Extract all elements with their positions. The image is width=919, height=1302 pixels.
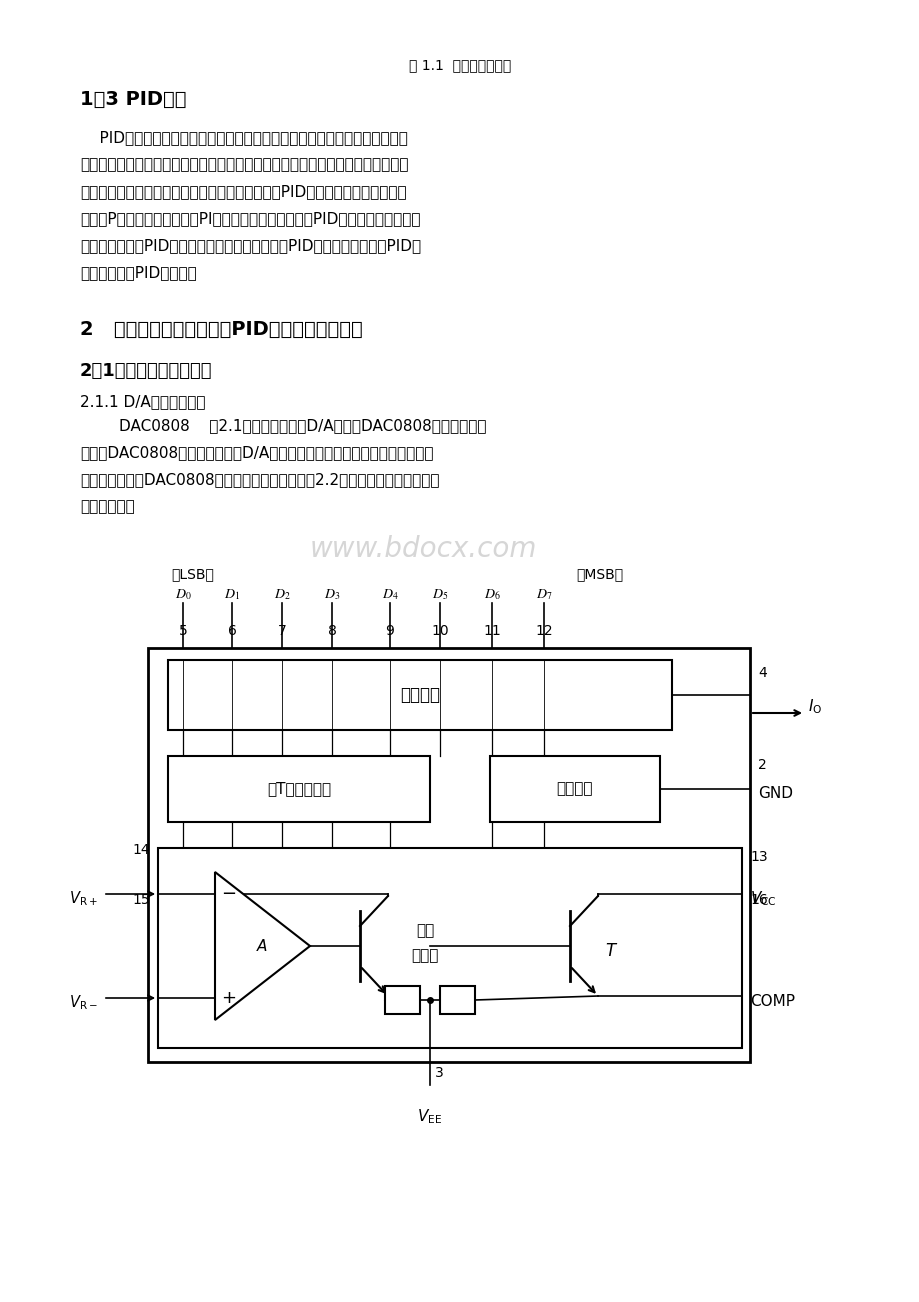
Text: 根据被控对象的特性和控制要求，可以灵活地改变PID的结构，常用的结构有：: 根据被控对象的特性和控制要求，可以灵活地改变PID的结构，常用的结构有：	[80, 184, 406, 199]
Text: 7: 7	[278, 624, 286, 638]
Text: 制性能，可以对PID算法进行改进，比如积分分离PID算法、不完全微分PID算: 制性能，可以对PID算法进行改进，比如积分分离PID算法、不完全微分PID算	[80, 238, 421, 253]
Text: 偏置电路: 偏置电路	[556, 781, 593, 797]
Text: $D_0$: $D_0$	[175, 587, 191, 602]
Text: $V_\mathrm{CC}$: $V_\mathrm{CC}$	[749, 889, 776, 909]
Text: 电流用的电阻。DAC0808构成的典型应用电路如图2.2所示。在此控制系统中用: 电流用的电阻。DAC0808构成的典型应用电路如图2.2所示。在此控制系统中用	[80, 473, 439, 487]
Text: $V_\mathrm{EE}$: $V_\mathrm{EE}$	[417, 1107, 442, 1126]
Text: 比例（P）调节、比例积分（PI）调节、比例积分微分（PID）调节。为了提高控: 比例（P）调节、比例积分（PI）调节、比例积分微分（PID）调节。为了提高控	[80, 211, 420, 227]
Text: $D_2$: $D_2$	[273, 587, 290, 602]
Text: $\it{T}$: $\it{T}$	[605, 943, 618, 960]
Text: $D_5$: $D_5$	[431, 587, 448, 602]
Text: $V_\mathrm{R-}$: $V_\mathrm{R-}$	[69, 993, 98, 1013]
Text: PID控制是自动控制中最基本的控制方式，其实质是根据输入的偏差值，按: PID控制是自动控制中最基本的控制方式，其实质是根据输入的偏差值，按	[80, 130, 407, 145]
Text: 法、变速积分PID算法等。: 法、变速积分PID算法等。	[80, 266, 197, 280]
Text: 2．1输入、输出通道扩展: 2．1输入、输出通道扩展	[80, 362, 212, 380]
Text: （LSB）: （LSB）	[171, 566, 214, 581]
Text: $D_3$: $D_3$	[323, 587, 340, 602]
Text: 电流源: 电流源	[411, 948, 438, 963]
Bar	[148, 648, 749, 1062]
Text: 模拟开关: 模拟开关	[400, 686, 439, 704]
Text: 2   硬件电路和控制算法（PID控制器）仿真设计: 2 硬件电路和控制算法（PID控制器）仿真设计	[80, 320, 362, 339]
Bar	[158, 848, 742, 1048]
Text: GND: GND	[757, 786, 792, 802]
Text: www.bdocx.com: www.bdocx.com	[310, 535, 537, 562]
Text: 比例、积分、微分的函数关系进行运算，运算结果用于控制输出。在实际应用中，: 比例、积分、微分的函数关系进行运算，运算结果用于控制输出。在实际应用中，	[80, 158, 408, 172]
Text: 10: 10	[431, 624, 448, 638]
Bar	[490, 756, 659, 822]
Text: 基准: 基准	[415, 923, 434, 939]
Text: 图 1.1  控制系统原理图: 图 1.1 控制系统原理图	[408, 59, 511, 72]
Text: 4: 4	[757, 667, 766, 680]
Text: +: +	[221, 990, 236, 1006]
Text: 2: 2	[757, 758, 766, 772]
Bar	[384, 986, 420, 1014]
Bar	[168, 660, 671, 730]
Text: 9: 9	[385, 624, 394, 638]
Text: 6: 6	[227, 624, 236, 638]
Text: 图。用DAC0808这类器件构成的D/A转换器，需要外接运算放大器和产生基准: 图。用DAC0808这类器件构成的D/A转换器，需要外接运算放大器和产生基准	[80, 445, 433, 460]
Text: $D_4$: $D_4$	[381, 587, 398, 602]
Text: $D_1$: $D_1$	[223, 587, 240, 602]
Text: 2.1.1 D/A转换器的选择: 2.1.1 D/A转换器的选择	[80, 395, 205, 409]
Text: 16: 16	[749, 893, 767, 907]
Text: $D_7$: $D_7$	[535, 587, 551, 602]
Text: 15: 15	[132, 893, 150, 907]
Text: 13: 13	[749, 850, 766, 865]
Text: 12: 12	[535, 624, 552, 638]
Text: 于输入电路。: 于输入电路。	[80, 499, 134, 514]
Text: 8: 8	[327, 624, 336, 638]
Text: 5: 5	[178, 624, 187, 638]
Text: 11: 11	[482, 624, 500, 638]
Bar	[168, 756, 429, 822]
Bar	[439, 986, 474, 1014]
Text: （MSB）: （MSB）	[576, 566, 623, 581]
Text: $\it{A}$: $\it{A}$	[256, 937, 268, 954]
Text: 1．3 PID控制: 1．3 PID控制	[80, 90, 187, 109]
Text: $D_6$: $D_6$	[483, 587, 500, 602]
Text: $V_\mathrm{R+}$: $V_\mathrm{R+}$	[69, 889, 98, 909]
Text: DAC0808    图2.1所示为权电流型D/A转换器DAC0808的电路结构框: DAC0808 图2.1所示为权电流型D/A转换器DAC0808的电路结构框	[80, 418, 486, 434]
Text: COMP: COMP	[749, 993, 794, 1009]
Polygon shape	[215, 872, 310, 1019]
Text: 3: 3	[435, 1066, 443, 1079]
Text: 倒T形电阻网络: 倒T形电阻网络	[267, 781, 331, 797]
Text: 14: 14	[132, 842, 150, 857]
Text: $I_\mathrm{O}$: $I_\mathrm{O}$	[807, 698, 822, 716]
Text: −: −	[221, 885, 236, 904]
